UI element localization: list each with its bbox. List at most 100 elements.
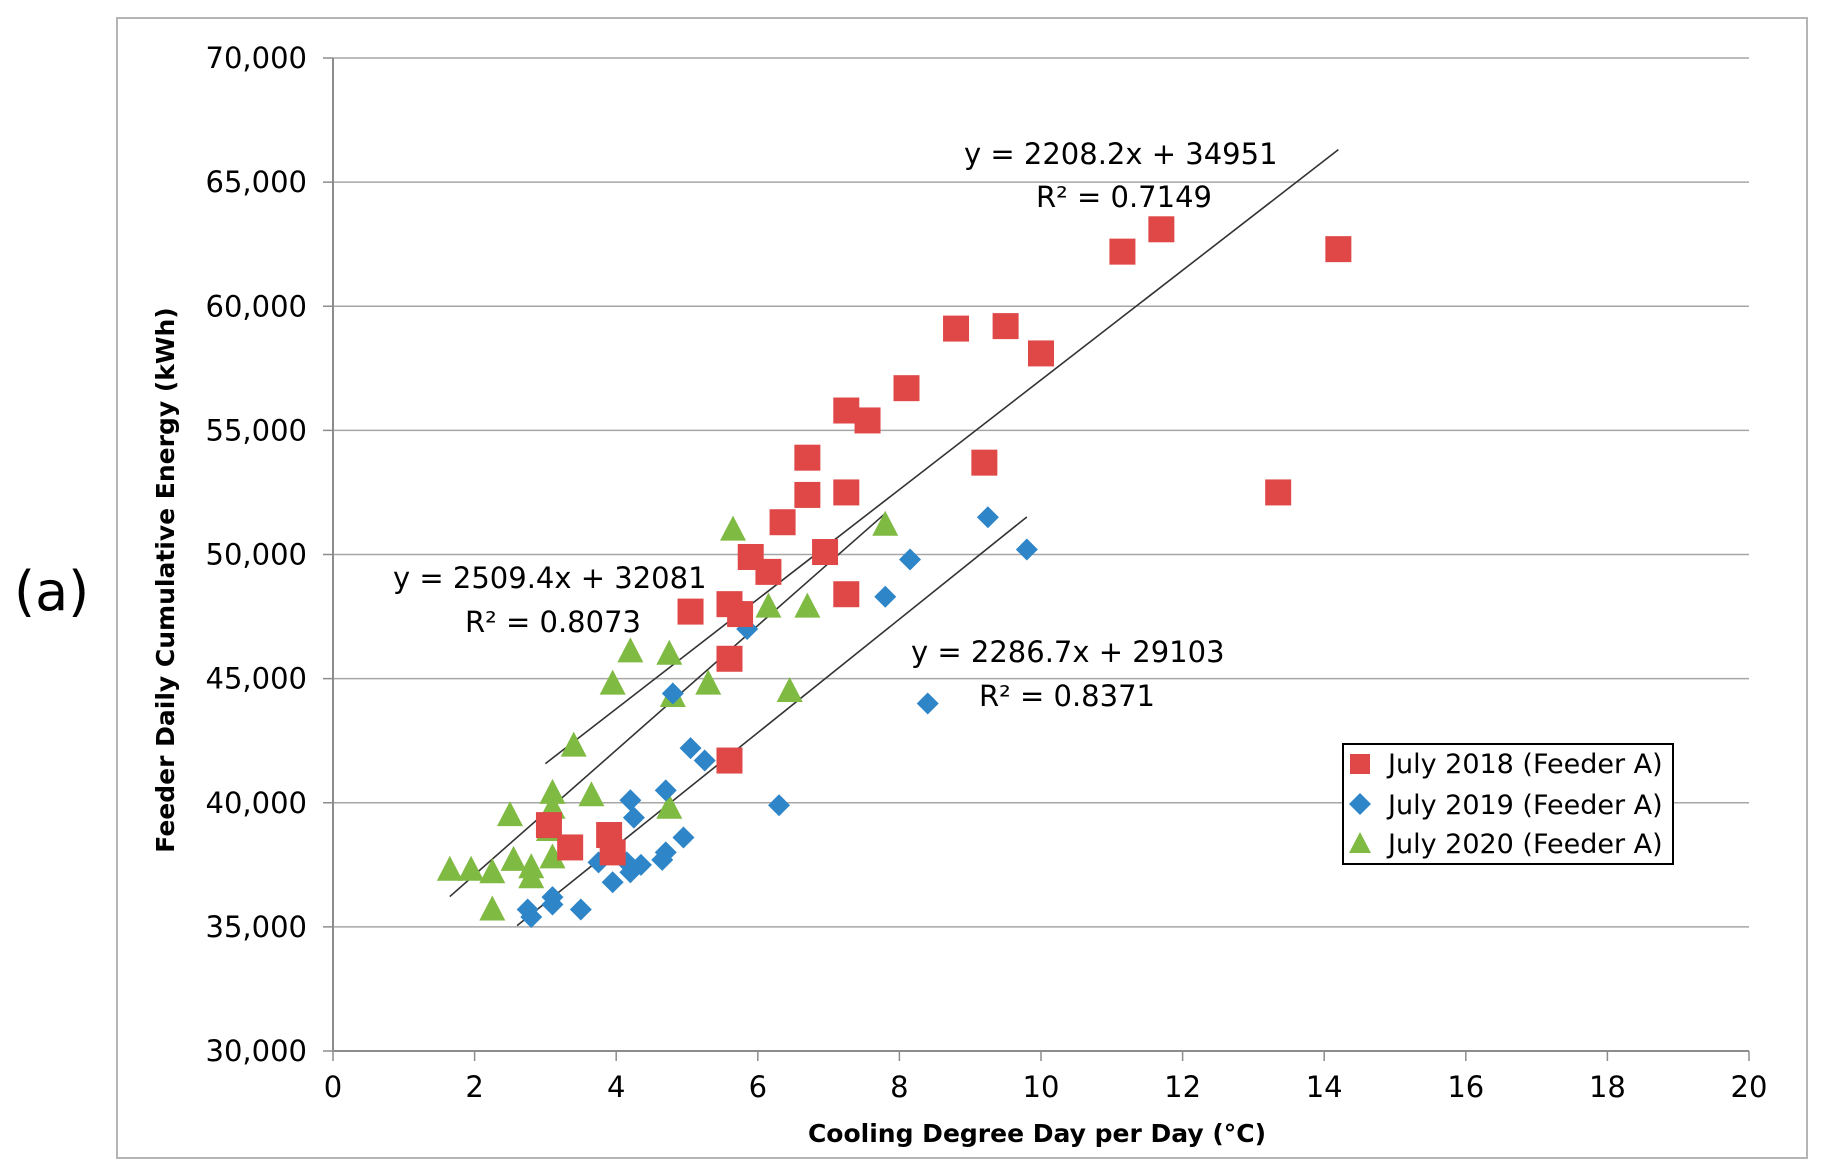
trendline-annotation-2018: y = 2208.2x + 34951 R² = 0.7149 bbox=[964, 137, 1278, 214]
y-tick-label: 65,000 bbox=[206, 165, 307, 199]
point-square bbox=[1028, 340, 1054, 367]
point-triangle bbox=[539, 843, 566, 869]
y-tick-label: 70,000 bbox=[206, 41, 307, 75]
point-triangle bbox=[458, 855, 485, 881]
series-2020-points bbox=[436, 510, 899, 921]
gridlines bbox=[333, 57, 1749, 928]
point-square bbox=[535, 812, 562, 839]
point-square bbox=[943, 315, 970, 342]
point-square bbox=[716, 645, 743, 672]
point-diamond bbox=[874, 585, 897, 608]
point-diamond bbox=[768, 794, 791, 817]
trendline-annotation-2020: y = 2509.4x + 32081 R² = 0.8073 bbox=[393, 561, 707, 639]
point-square bbox=[992, 313, 1019, 340]
point-diamond bbox=[672, 826, 695, 849]
y-axis-title: Feeder Daily Cumulative Energy (kWh) bbox=[151, 307, 180, 852]
y-tick-label: 50,000 bbox=[206, 538, 307, 572]
chart-frame bbox=[116, 17, 1808, 1159]
y-tick-label: 55,000 bbox=[206, 413, 307, 447]
point-square bbox=[1109, 238, 1136, 265]
point-diamond bbox=[654, 779, 677, 802]
point-square bbox=[1148, 216, 1175, 243]
point-square bbox=[769, 509, 796, 536]
point-square bbox=[755, 558, 782, 585]
point-triangle bbox=[794, 592, 821, 618]
legend-label-2020: July 2020 (Feeder A) bbox=[1386, 829, 1663, 860]
point-square bbox=[677, 598, 704, 625]
point-triangle bbox=[518, 863, 545, 889]
point-diamond bbox=[679, 737, 702, 760]
point-square bbox=[557, 834, 584, 861]
trendline-equation-2020: y = 2509.4x + 32081 bbox=[393, 561, 707, 595]
x-tick-label: 2 bbox=[465, 1070, 483, 1104]
trendline-r2-2020: R² = 0.8073 bbox=[465, 605, 641, 639]
trendline-r2-2018: R² = 0.7149 bbox=[1036, 180, 1212, 214]
trendline-r2-2019: R² = 0.8371 bbox=[979, 679, 1155, 713]
trendline-equation-2018: y = 2208.2x + 34951 bbox=[964, 137, 1278, 171]
y-tick-label: 30,000 bbox=[206, 1034, 307, 1068]
legend-marker-square bbox=[1350, 754, 1370, 774]
point-triangle bbox=[755, 592, 782, 618]
point-triangle bbox=[578, 781, 605, 807]
trendline-annotation-2019: y = 2286.7x + 29103 R² = 0.8371 bbox=[911, 635, 1225, 713]
point-square bbox=[833, 479, 860, 506]
point-diamond bbox=[916, 692, 939, 715]
point-diamond bbox=[619, 789, 642, 812]
point-square bbox=[854, 407, 881, 434]
legend-item-2019: July 2019 (Feeder A) bbox=[1349, 790, 1663, 821]
point-diamond bbox=[976, 506, 999, 529]
point-diamond bbox=[654, 841, 677, 864]
x-tick-label: 0 bbox=[324, 1070, 342, 1104]
point-triangle bbox=[656, 639, 683, 665]
x-axis-title: Cooling Degree Day per Day (°C) bbox=[808, 1119, 1266, 1148]
y-tick-label: 35,000 bbox=[206, 910, 307, 944]
point-triangle bbox=[500, 845, 527, 871]
point-square bbox=[1265, 479, 1292, 506]
point-diamond bbox=[693, 749, 716, 772]
legend-item-2020: July 2020 (Feeder A) bbox=[1349, 829, 1663, 860]
point-diamond bbox=[520, 905, 543, 928]
point-diamond bbox=[569, 898, 592, 921]
x-tick-label: 10 bbox=[1023, 1070, 1060, 1104]
point-square bbox=[893, 375, 920, 402]
x-tick-label: 20 bbox=[1731, 1070, 1768, 1104]
point-triangle bbox=[497, 801, 523, 827]
point-square bbox=[794, 444, 821, 471]
x-tick-label: 18 bbox=[1589, 1070, 1626, 1104]
point-diamond bbox=[541, 893, 564, 916]
legend: July 2018 (Feeder A) July 2019 (Feeder A… bbox=[1342, 743, 1674, 865]
point-triangle bbox=[479, 858, 506, 884]
point-triangle bbox=[656, 793, 683, 819]
point-square bbox=[833, 581, 860, 608]
point-square bbox=[794, 481, 821, 508]
legend-item-2018: July 2018 (Feeder A) bbox=[1350, 749, 1663, 780]
x-tick-label: 12 bbox=[1164, 1070, 1201, 1104]
y-tick-label: 60,000 bbox=[206, 289, 307, 323]
point-triangle bbox=[872, 510, 899, 536]
point-triangle bbox=[539, 778, 566, 804]
trendline-equation-2019: y = 2286.7x + 29103 bbox=[911, 635, 1225, 669]
point-triangle bbox=[720, 515, 747, 541]
point-square bbox=[812, 539, 839, 566]
point-triangle bbox=[479, 895, 506, 921]
point-square bbox=[599, 839, 626, 866]
legend-marker-diamond bbox=[1349, 793, 1371, 815]
point-triangle bbox=[776, 677, 803, 703]
point-square bbox=[1325, 236, 1352, 263]
point-diamond bbox=[899, 548, 922, 571]
x-tick-label: 6 bbox=[749, 1070, 767, 1104]
y-tick-label: 40,000 bbox=[206, 786, 307, 820]
point-triangle bbox=[695, 669, 722, 695]
panel-label: (a) bbox=[14, 560, 90, 623]
point-triangle bbox=[436, 855, 463, 881]
point-square bbox=[971, 449, 998, 476]
point-diamond bbox=[622, 806, 645, 829]
x-tick-label: 8 bbox=[890, 1070, 908, 1104]
legend-box bbox=[1342, 743, 1674, 865]
point-triangle bbox=[617, 637, 644, 663]
series-2018-points bbox=[535, 216, 1352, 866]
y-tick-labels: 30,000 35,000 40,000 45,000 50,000 55,000 60,0… bbox=[206, 41, 307, 1068]
point-diamond bbox=[661, 682, 684, 705]
legend-label-2018: July 2018 (Feeder A) bbox=[1386, 749, 1663, 780]
